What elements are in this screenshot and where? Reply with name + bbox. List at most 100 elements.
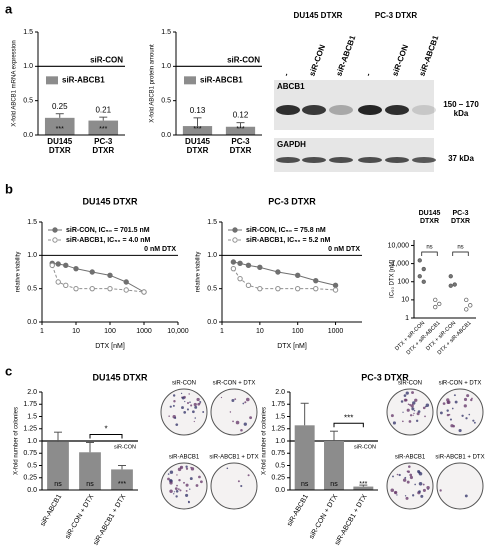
y-tick-label: 0.0: [27, 319, 37, 326]
colony: [185, 489, 188, 492]
y-tick-label: 1: [405, 315, 409, 322]
colony: [409, 473, 413, 477]
bracket-label: ns: [457, 245, 463, 251]
value-label: 0.21: [95, 105, 111, 114]
colony: [473, 421, 476, 424]
colony: [196, 397, 200, 402]
colony: [424, 415, 426, 418]
blot-size-label: 150 – 170 kDa: [443, 100, 479, 118]
x-tick-label: 100: [104, 328, 116, 335]
significance-label: ***: [236, 126, 244, 133]
data-point: [49, 262, 55, 269]
blot-size-label: 37 kDa: [448, 154, 474, 163]
bar: [88, 120, 119, 135]
dish: [386, 388, 434, 436]
data-point: [55, 261, 61, 267]
x-tick-label: 1: [220, 328, 224, 335]
colony: [181, 406, 184, 410]
data-point: [245, 282, 252, 289]
lane-label: siR-CON: [390, 43, 410, 77]
colony: [177, 488, 180, 491]
chart-title: DU145 DTXR: [92, 372, 148, 382]
colony: [470, 398, 473, 402]
data-point: [257, 264, 263, 271]
colony: [202, 411, 205, 413]
colony: [409, 475, 414, 480]
colony: [175, 489, 179, 493]
data-point: [294, 272, 301, 279]
blot-image: [274, 138, 434, 172]
colony: [439, 411, 443, 415]
colony: [168, 415, 170, 417]
x-axis-label: DTX [nM]: [277, 343, 307, 350]
colony: [181, 396, 185, 400]
bar: [294, 425, 315, 490]
colony: [411, 391, 414, 395]
colony: [242, 402, 245, 405]
x-tick-label: DU145 DTXR: [185, 137, 210, 155]
colony: [193, 420, 195, 423]
blot-band: [302, 157, 326, 163]
x-tick-label: DU145 DTXR: [47, 137, 73, 155]
data-point: [63, 282, 69, 289]
significance-label: ***: [99, 126, 107, 133]
colony: [237, 480, 240, 483]
y-tick-label: 1.5: [27, 413, 37, 420]
colony: [172, 404, 175, 407]
colony: [472, 419, 475, 422]
colony: [393, 490, 398, 495]
data-point: [55, 279, 61, 285]
colony: [426, 485, 430, 490]
x-tick-label: PC-3 DTXR: [92, 137, 115, 155]
dish-label: siR-CON + DTX: [439, 381, 482, 387]
blot-group-label: PC-3 DTXR: [375, 11, 417, 20]
lane-label: siR-CON: [307, 43, 327, 77]
group-label: DU145 DTXR: [418, 210, 441, 225]
colony: [176, 474, 178, 476]
data-point: [313, 277, 319, 284]
chart-title: DU145 DTXR: [82, 196, 138, 206]
colony: [414, 398, 418, 402]
data-point: [417, 258, 422, 263]
colony: [412, 414, 414, 416]
colony: [412, 403, 414, 405]
colony: [402, 411, 404, 413]
data-point: [468, 303, 473, 308]
data-point: [433, 297, 438, 303]
bracket: [89, 433, 123, 439]
colony: [418, 482, 423, 486]
data-point: [464, 307, 469, 312]
value-label: 0.25: [52, 102, 68, 111]
colony: [390, 414, 394, 418]
colony: [175, 423, 179, 427]
y-tick-label: 1.75: [271, 401, 285, 408]
significance-label: ***: [359, 481, 367, 488]
legend-swatch: [184, 76, 196, 85]
y-tick-label: 1.5: [161, 29, 171, 36]
colony: [195, 484, 199, 487]
y-tick-label: 1.0: [207, 252, 217, 259]
bracket: [421, 251, 438, 256]
panel-label: b: [5, 181, 13, 196]
dish-label: siR-CON: [398, 381, 422, 387]
data-point: [123, 287, 129, 293]
legend-label: siR-ABCB1: [200, 75, 243, 84]
legend-marker: [232, 237, 238, 243]
legend-label: siR-ABCB1, IC₅₀ = 4.0 nM: [66, 237, 151, 244]
colony: [231, 399, 235, 402]
colony: [396, 494, 398, 496]
y-tick-label: 0.0: [161, 132, 171, 139]
bar: [44, 117, 75, 135]
data-point: [89, 269, 95, 275]
x-tick-label: siR-CON + DTX: [308, 493, 339, 540]
colony: [396, 473, 399, 476]
colony: [422, 406, 426, 410]
colony: [461, 414, 464, 417]
colony: [189, 401, 191, 403]
colony: [199, 400, 202, 404]
colony: [220, 396, 223, 399]
data-point: [332, 282, 339, 289]
colony: [232, 420, 234, 423]
colony: [184, 400, 186, 403]
colony: [174, 487, 178, 491]
